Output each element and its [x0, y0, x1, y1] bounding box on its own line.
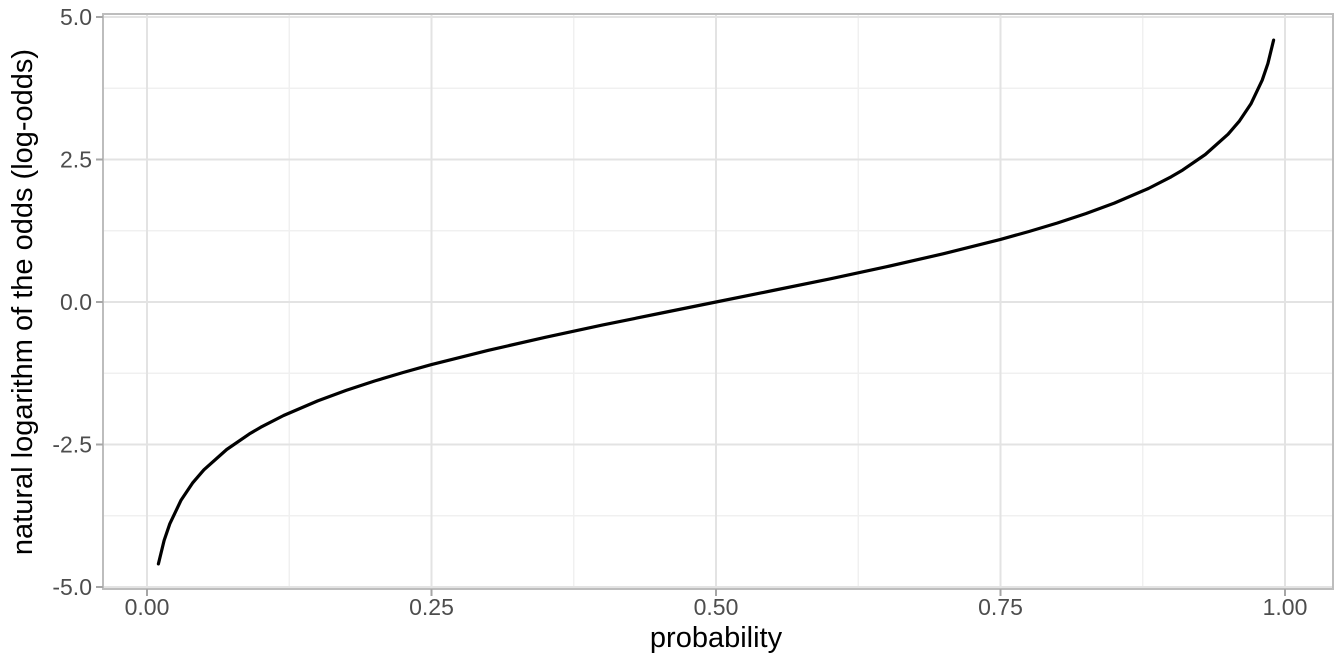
x-tick-label: 1.00	[1263, 594, 1308, 620]
axis-tick-labels: 0.00 0.25 0.50 0.75 1.00 -5.0 -2.5 0.0 2.5 5.0	[52, 4, 1307, 620]
logit-curve	[156, 38, 1276, 566]
x-tick-label: 0.75	[978, 594, 1023, 620]
y-tick-label: 2.5	[60, 147, 92, 173]
x-tick-label: 0.00	[125, 594, 170, 620]
x-tick-label: 0.50	[694, 594, 739, 620]
y-tick-label: -2.5	[52, 432, 92, 458]
y-axis-title: natural logarithm of the odds (log-odds)	[7, 49, 39, 555]
axis-tick-marks	[96, 16, 1286, 596]
y-tick-label: 5.0	[60, 4, 92, 30]
y-tick-label: -5.0	[52, 574, 92, 600]
y-tick-label: 0.0	[60, 289, 92, 315]
x-axis-title: probability	[650, 622, 783, 654]
x-tick-label: 0.25	[409, 594, 454, 620]
